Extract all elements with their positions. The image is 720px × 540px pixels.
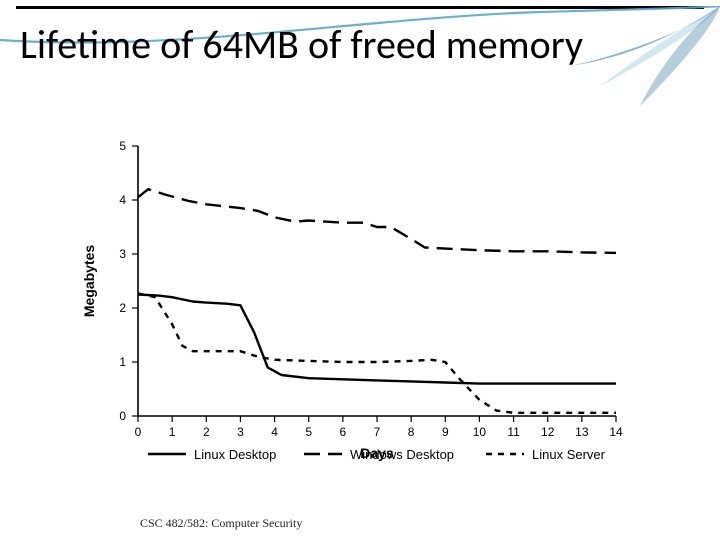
svg-text:12: 12 xyxy=(541,425,555,439)
svg-text:Windows Desktop: Windows Desktop xyxy=(350,447,454,462)
svg-text:5: 5 xyxy=(305,425,312,439)
svg-text:11: 11 xyxy=(507,425,520,439)
svg-text:Linux Server: Linux Server xyxy=(532,447,606,462)
svg-text:4: 4 xyxy=(119,193,126,207)
page-title: Lifetime of 64MB of freed memory xyxy=(20,24,700,66)
svg-text:Megabytes: Megabytes xyxy=(81,245,97,318)
svg-text:0: 0 xyxy=(119,409,126,423)
title-underline xyxy=(16,6,704,9)
svg-text:4: 4 xyxy=(271,425,278,439)
memory-lifetime-chart: 01234567891011121314012345DaysMegabytesL… xyxy=(76,136,636,496)
title-block: Lifetime of 64MB of freed memory xyxy=(0,24,720,72)
svg-text:3: 3 xyxy=(237,425,244,439)
svg-text:3: 3 xyxy=(119,247,126,261)
svg-text:Linux Desktop: Linux Desktop xyxy=(194,447,276,462)
svg-text:6: 6 xyxy=(340,425,347,439)
svg-text:10: 10 xyxy=(473,425,487,439)
svg-text:5: 5 xyxy=(119,139,126,153)
svg-text:14: 14 xyxy=(609,425,623,439)
svg-text:9: 9 xyxy=(442,425,449,439)
svg-text:1: 1 xyxy=(119,355,126,369)
svg-text:2: 2 xyxy=(203,425,210,439)
svg-text:0: 0 xyxy=(135,425,142,439)
svg-text:7: 7 xyxy=(374,425,381,439)
svg-text:2: 2 xyxy=(119,301,126,315)
svg-text:1: 1 xyxy=(169,425,176,439)
svg-text:13: 13 xyxy=(575,425,589,439)
footer-text: CSC 482/582: Computer Security xyxy=(140,516,302,531)
svg-text:8: 8 xyxy=(408,425,415,439)
